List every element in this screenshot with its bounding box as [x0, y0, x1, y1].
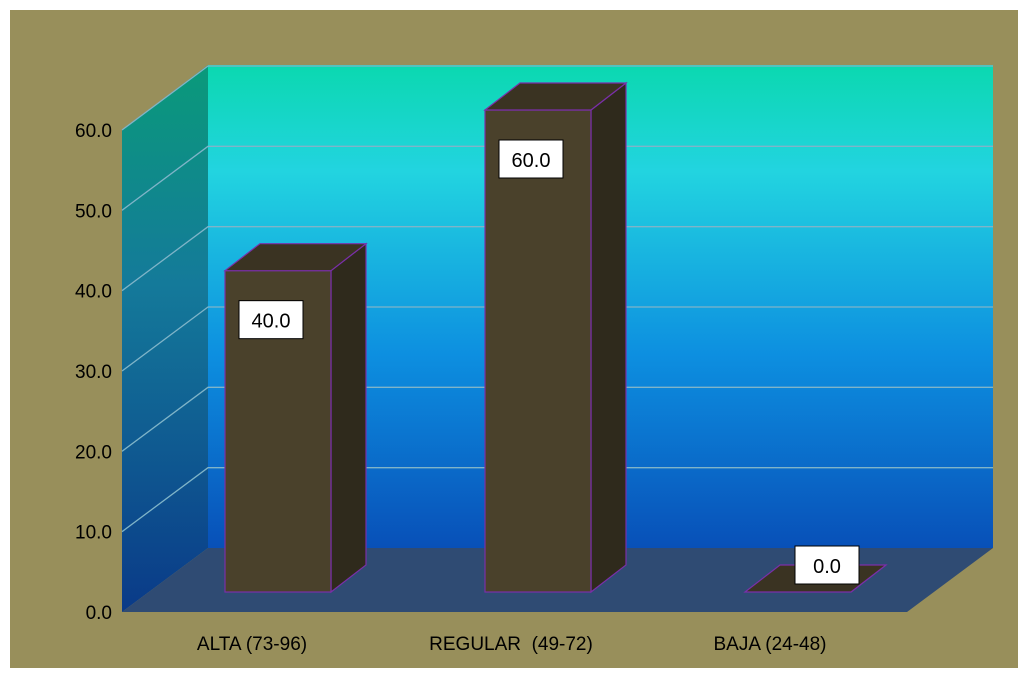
- bar-side: [330, 242, 367, 594]
- gridline: [121, 65, 993, 131]
- gridline: [121, 306, 993, 372]
- y-tick-label: 0.0: [86, 603, 112, 624]
- y-tick-label: 40.0: [75, 282, 112, 303]
- gridlines: [121, 65, 993, 533]
- y-tick-label: 10.0: [75, 523, 112, 544]
- gridline: [121, 386, 993, 452]
- data-label-box: [238, 300, 304, 340]
- y-tick-label: 50.0: [75, 201, 112, 222]
- x-tick-label: REGULAR (49-72): [429, 634, 593, 655]
- y-tick-label: 20.0: [75, 442, 112, 463]
- bar: 0.0: [743, 545, 888, 593]
- x-axis-labels: ALTA (73-96) REGULAR (49-72) BAJA (24-48): [197, 634, 827, 655]
- data-label-box: [794, 545, 860, 585]
- y-tick-label: 60.0: [75, 121, 112, 142]
- bar-top: [483, 82, 628, 111]
- gridline: [121, 145, 993, 211]
- bar-front: [484, 109, 592, 593]
- gridline: [121, 467, 993, 533]
- data-label: 0.0: [813, 556, 841, 578]
- bar-top: [223, 243, 368, 272]
- data-label: 40.0: [252, 311, 291, 333]
- y-tick-label: 30.0: [75, 362, 112, 383]
- y-axis-ticks: 0.0 10.0 20.0 30.0 40.0 50.0 60.0: [75, 121, 112, 624]
- bars: 40.0 60.0 0.0: [223, 81, 888, 594]
- bar: 60.0: [483, 81, 628, 594]
- data-label-box: [498, 139, 564, 179]
- bar: 40.0: [223, 242, 368, 594]
- gridline: [121, 226, 993, 292]
- data-label: 60.0: [512, 150, 551, 172]
- bar-side: [590, 81, 627, 594]
- x-tick-label: BAJA (24-48): [714, 634, 827, 655]
- x-tick-label: ALTA (73-96): [197, 634, 307, 655]
